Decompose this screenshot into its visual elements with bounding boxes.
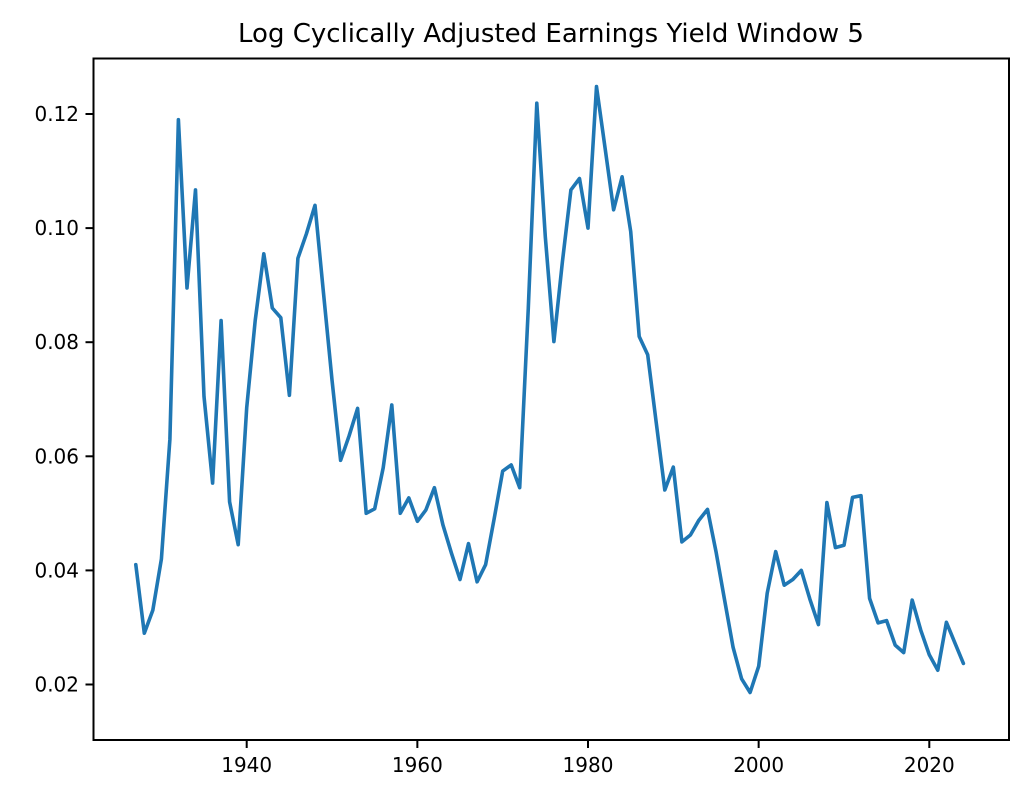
y-tick-label: 0.02 xyxy=(34,673,79,697)
y-tick-label: 0.08 xyxy=(34,330,79,354)
y-tick-label: 0.04 xyxy=(34,558,79,582)
earnings-yield-line xyxy=(134,84,966,695)
y-tick-label: 0.10 xyxy=(34,216,79,240)
x-tick-label: 1960 xyxy=(392,753,443,777)
y-tick-label: 0.12 xyxy=(34,102,79,126)
x-tick-label: 2000 xyxy=(733,753,784,777)
axes-spines xyxy=(92,57,1010,741)
x-axis: 1940 1960 1980 2000 2020 xyxy=(221,740,955,777)
chart-title: Log Cyclically Adjusted Earnings Yield W… xyxy=(238,19,864,49)
x-tick-label: 1940 xyxy=(221,753,272,777)
plot-background xyxy=(93,58,1009,740)
y-tick-label: 0.06 xyxy=(34,444,79,468)
x-tick-label: 2020 xyxy=(904,753,955,777)
plot-area xyxy=(92,57,1010,741)
y-axis: 0.02 0.04 0.06 0.08 0.10 0.12 xyxy=(34,102,94,697)
x-tick-label: 1980 xyxy=(563,753,614,777)
